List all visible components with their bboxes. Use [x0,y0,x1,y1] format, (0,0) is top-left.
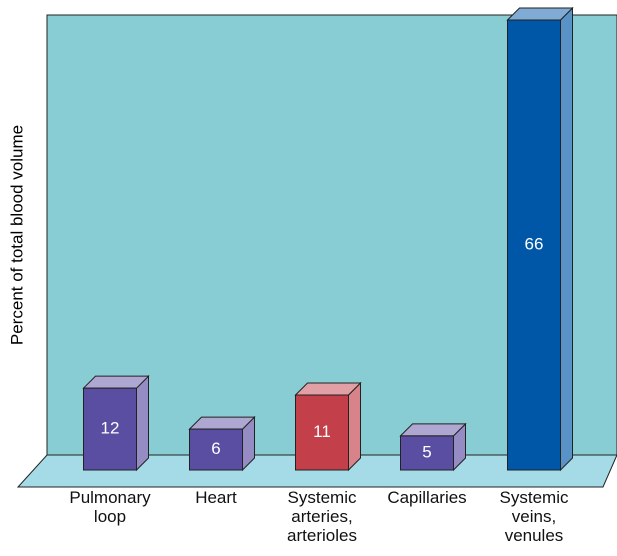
x-tick-label: Heart [195,488,237,507]
data-label: 11 [313,422,331,441]
bar-top [294,382,362,396]
bar-side [560,6,573,472]
bar [189,428,243,471]
data-label: 6 [211,439,220,458]
x-tick-label: Systemic veins, venules [499,488,569,545]
bar-top [82,375,150,389]
bar-top [399,423,467,437]
bar [295,394,349,471]
data-label: 66 [525,234,544,253]
bar-side [136,374,149,472]
bar [400,435,454,471]
y-axis-label: Percent of total blood volume [7,125,26,345]
back-wall [46,14,617,456]
x-tick-label: Capillaries [387,488,467,507]
bar-top [188,416,256,430]
data-label: 12 [101,419,120,438]
x-tick-label: Systemic arteries, arterioles [287,488,357,545]
bar-top [506,7,574,21]
bar [507,19,561,471]
bar [83,387,137,471]
data-label: 5 [422,442,431,461]
bar-side [348,381,361,472]
x-tick-label: Pulmonary loop [69,488,151,526]
